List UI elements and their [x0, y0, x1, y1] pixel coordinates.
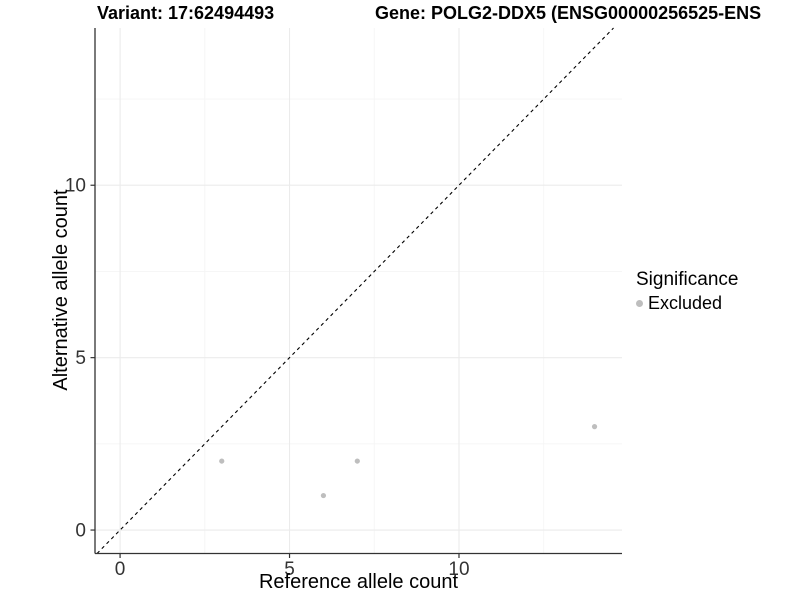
legend-item: Excluded [636, 293, 738, 314]
y-tick-label: 5 [75, 348, 86, 369]
data-point [219, 458, 225, 464]
legend-item-label: Excluded [648, 293, 723, 313]
identity-dashed-line [96, 27, 614, 554]
x-tick-label: 10 [448, 559, 469, 580]
gene-title: Gene: POLG2-DDX5 (ENSG00000256525-ENS [375, 3, 762, 23]
legend-title: Significance [636, 269, 739, 290]
y-axis-label: Alternative allele count [50, 189, 72, 391]
data-point [591, 424, 598, 430]
data-point [354, 458, 360, 464]
legend-point-swatch-icon [636, 300, 643, 307]
legend: Significance Excluded [636, 269, 738, 314]
y-tick-label: 10 [65, 176, 86, 197]
y-tick-label: 0 [75, 521, 86, 542]
x-tick-label: 0 [115, 559, 126, 580]
data-point [320, 492, 327, 499]
variant-title: Variant: 17:62494493 [97, 3, 275, 23]
x-tick-label: 5 [284, 559, 295, 580]
x-axis-label: Reference allele count [258, 571, 458, 593]
